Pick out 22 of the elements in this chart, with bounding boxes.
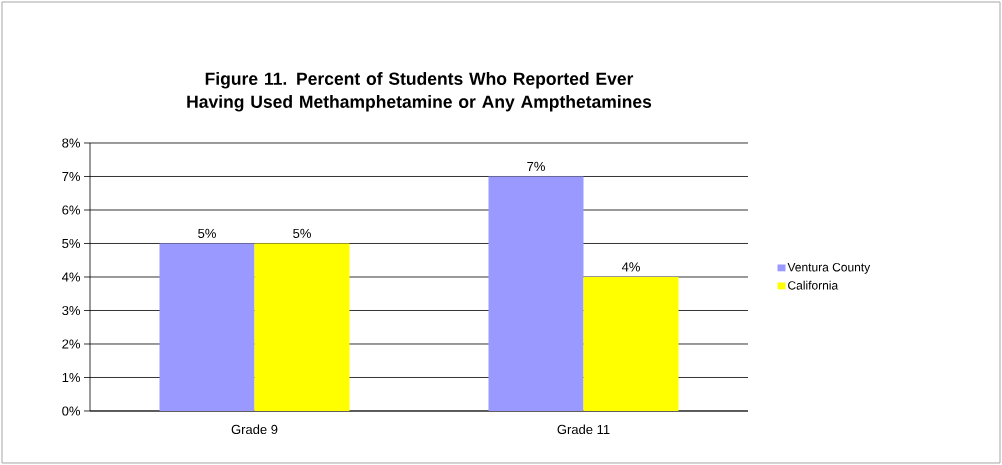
y-tick-label: 0% — [62, 406, 81, 416]
y-tick-label: 4% — [61, 272, 81, 282]
y-tick-label: 1% — [62, 372, 81, 383]
x-tick-label: Grade 11 — [557, 424, 610, 435]
x-tick-label: Grade 9 — [231, 424, 278, 435]
y-tick-label: 3% — [62, 305, 81, 316]
bar — [488, 176, 584, 411]
data-label: 4% — [621, 262, 640, 272]
y-tick-label: 2% — [62, 339, 81, 349]
data-label: 5% — [293, 228, 311, 238]
data-label: 7% — [527, 161, 545, 171]
bar — [159, 243, 255, 411]
legend-label: California — [788, 280, 839, 290]
y-tick-label: 7% — [62, 171, 81, 182]
y-tick-label: 6% — [62, 205, 81, 215]
bar — [583, 276, 679, 411]
y-tick-label: 5% — [62, 238, 81, 249]
chart-title: Figure 11. Percent of Students Who Reported Ever Having Used Methamphetamine or Any Ampthetamines — [187, 72, 652, 112]
data-label: 5% — [198, 228, 216, 238]
legend-label: Ventura County — [787, 262, 871, 274]
bar — [254, 243, 350, 411]
y-tick-label: 8% — [62, 138, 81, 148]
